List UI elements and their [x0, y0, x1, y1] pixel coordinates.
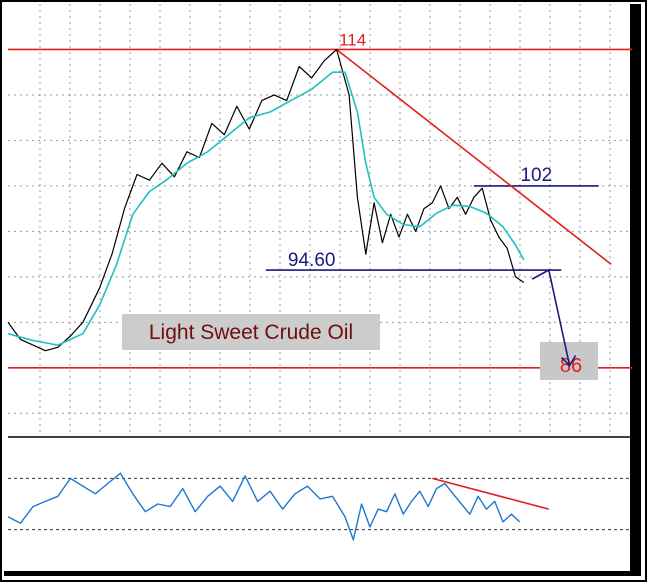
- right-shadow-strip: [630, 4, 641, 576]
- level-label-102: 102: [520, 165, 552, 186]
- level-label-114: 114: [339, 30, 366, 49]
- downtrend-line: [336, 48, 612, 265]
- price-levels: [8, 48, 632, 369]
- indicator-divergence-line: [432, 477, 550, 510]
- price-series-line: [7, 48, 525, 352]
- projection-arrow-head: [561, 355, 577, 367]
- price-grid: [8, 4, 632, 436]
- price-series: [7, 48, 525, 352]
- title-box: Light Sweet Crude Oil: [122, 314, 380, 350]
- level-label-94-60: 94.60: [288, 250, 336, 271]
- indicator-grid: [8, 477, 632, 531]
- indicator-series: [7, 472, 550, 541]
- indicator-line: [7, 472, 521, 541]
- moving-average-line: [7, 71, 525, 346]
- bottom-shadow-strip: [4, 571, 641, 576]
- title-background: [122, 314, 380, 350]
- chart-title: Light Sweet Crude Oil: [149, 321, 353, 344]
- projection-arrow-path: [531, 268, 571, 366]
